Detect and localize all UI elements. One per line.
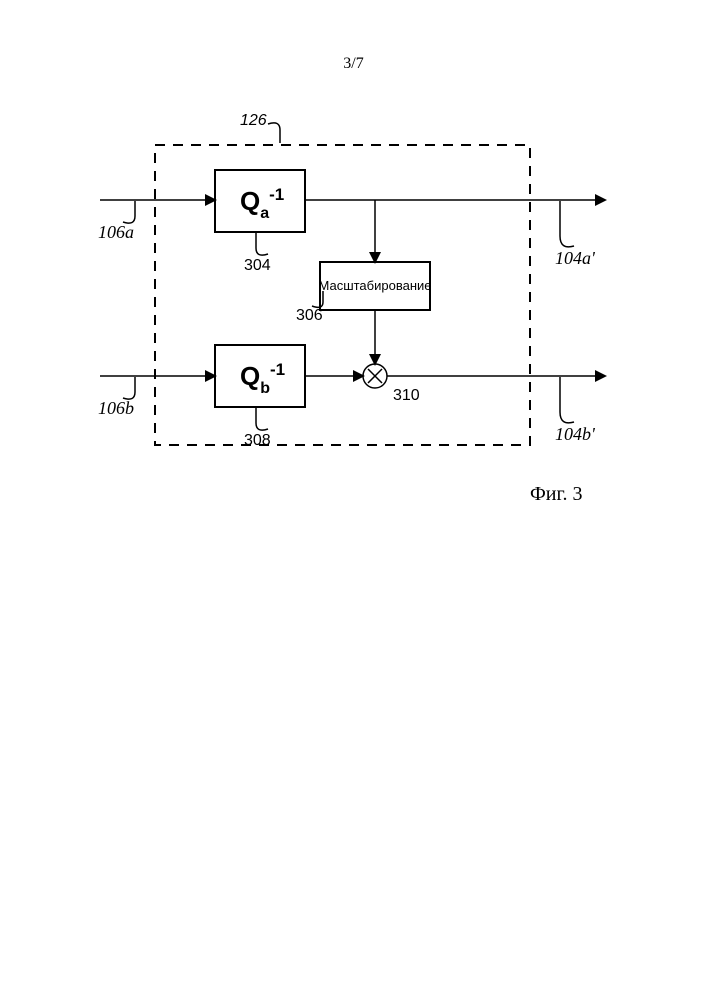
ref-106b-label: 106b — [98, 398, 134, 418]
diagram-svg: Qa-1 Qb-1 Масштабирование 126 — [0, 0, 707, 1000]
scale-block-label: Масштабирование — [318, 278, 431, 293]
ref-106a-hook — [123, 201, 135, 223]
ref-304-hook — [256, 233, 268, 255]
ref-106b-hook — [123, 377, 135, 399]
ref-126-hook — [268, 123, 280, 143]
ref-308-hook — [256, 408, 268, 430]
figure-caption: Фиг. 3 — [530, 483, 582, 505]
ref-306-label: 306 — [296, 307, 323, 324]
ref-104a-label: 104a' — [555, 248, 596, 268]
ref-104b-label: 104b' — [555, 424, 596, 444]
ref-126-label: 126 — [240, 112, 267, 129]
ref-104a-hook — [560, 201, 574, 247]
ref-104b-hook — [560, 377, 574, 423]
ref-304-label: 304 — [244, 257, 271, 274]
page: 3/7 Qa-1 Qb-1 Масштабирование — [0, 0, 707, 1000]
ref-106a-label: 106a — [98, 222, 134, 242]
ref-310-label: 310 — [393, 387, 420, 404]
ref-308-label: 308 — [244, 432, 271, 449]
